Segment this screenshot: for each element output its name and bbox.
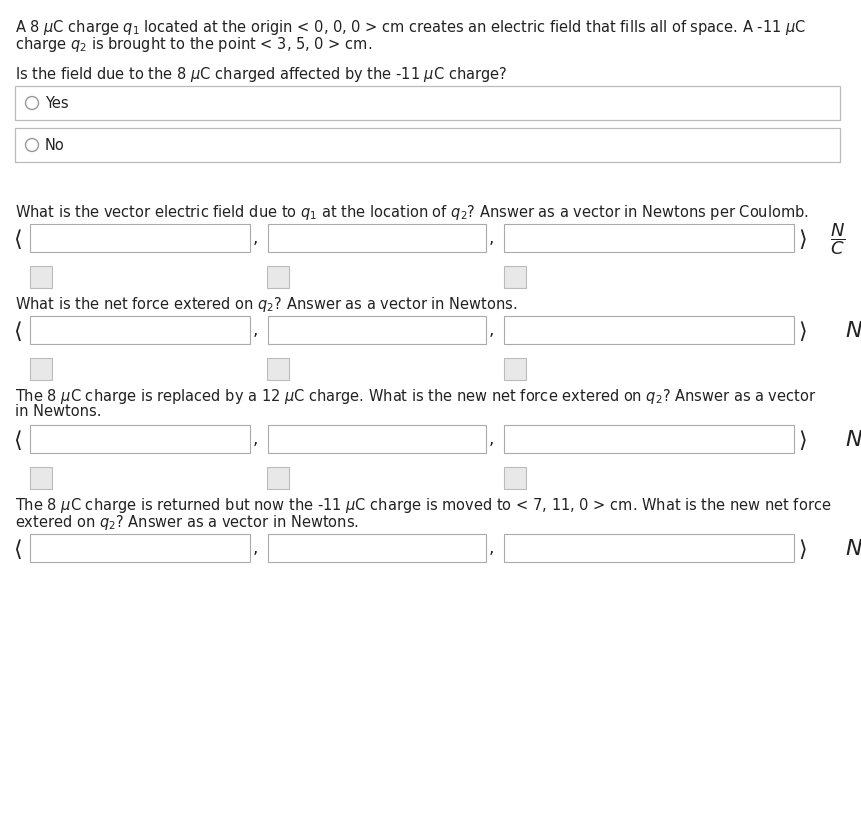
FancyBboxPatch shape	[504, 534, 793, 562]
FancyBboxPatch shape	[267, 359, 288, 380]
Text: $\rangle$: $\rangle$	[797, 537, 806, 561]
Text: ,: ,	[253, 538, 258, 557]
FancyBboxPatch shape	[30, 317, 250, 345]
FancyBboxPatch shape	[30, 534, 250, 562]
Text: $\langle$: $\langle$	[13, 428, 22, 452]
Text: $\dfrac{N}{C}$: $\dfrac{N}{C}$	[829, 221, 845, 256]
FancyBboxPatch shape	[504, 317, 793, 345]
Text: $N$: $N$	[844, 538, 861, 558]
Text: in Newtons.: in Newtons.	[15, 404, 102, 418]
FancyBboxPatch shape	[15, 87, 839, 121]
Text: No: No	[45, 138, 65, 153]
Text: $\rangle$: $\rangle$	[797, 318, 806, 342]
Text: What is the net force extered on $q_2$? Answer as a vector in Newtons.: What is the net force extered on $q_2$? …	[15, 294, 517, 313]
FancyBboxPatch shape	[268, 425, 486, 453]
FancyBboxPatch shape	[504, 467, 525, 490]
FancyBboxPatch shape	[15, 129, 839, 163]
Text: $\langle$: $\langle$	[13, 537, 22, 561]
Text: $N$: $N$	[844, 321, 861, 341]
Text: $\rangle$: $\rangle$	[797, 227, 806, 251]
Text: ,: ,	[253, 429, 258, 447]
Text: What is the vector electric field due to $q_1$ at the location of $q_2$? Answer : What is the vector electric field due to…	[15, 203, 808, 222]
Text: Yes: Yes	[45, 97, 69, 112]
Text: ,: ,	[488, 321, 494, 338]
FancyBboxPatch shape	[30, 467, 52, 490]
Text: Is the field due to the 8 $\mu$C charged affected by the -11 $\mu$C charge?: Is the field due to the 8 $\mu$C charged…	[15, 65, 507, 84]
FancyBboxPatch shape	[30, 225, 250, 253]
Text: A 8 $\mu$C charge $q_1$ located at the origin < 0, 0, 0 > cm creates an electric: A 8 $\mu$C charge $q_1$ located at the o…	[15, 18, 805, 37]
Text: extered on $q_2$? Answer as a vector in Newtons.: extered on $q_2$? Answer as a vector in …	[15, 513, 358, 532]
FancyBboxPatch shape	[504, 225, 793, 253]
Text: ,: ,	[488, 229, 494, 246]
FancyBboxPatch shape	[30, 425, 250, 453]
Text: charge $q_2$ is brought to the point < 3, 5, 0 > cm.: charge $q_2$ is brought to the point < 3…	[15, 35, 372, 54]
FancyBboxPatch shape	[504, 425, 793, 453]
Text: The 8 $\mu$C charge is replaced by a 12 $\mu$C charge. What is the new net force: The 8 $\mu$C charge is replaced by a 12 …	[15, 386, 815, 405]
Text: $\rangle$: $\rangle$	[797, 428, 806, 452]
FancyBboxPatch shape	[504, 266, 525, 289]
FancyBboxPatch shape	[268, 225, 486, 253]
Text: ,: ,	[253, 321, 258, 338]
FancyBboxPatch shape	[30, 266, 52, 289]
FancyBboxPatch shape	[30, 359, 52, 380]
FancyBboxPatch shape	[267, 266, 288, 289]
Text: $\langle$: $\langle$	[13, 318, 22, 342]
Text: $N$: $N$	[844, 429, 861, 449]
Circle shape	[26, 98, 39, 110]
FancyBboxPatch shape	[268, 534, 486, 562]
FancyBboxPatch shape	[504, 359, 525, 380]
Text: ,: ,	[488, 538, 494, 557]
Text: The 8 $\mu$C charge is returned but now the -11 $\mu$C charge is moved to < 7, 1: The 8 $\mu$C charge is returned but now …	[15, 495, 830, 514]
FancyBboxPatch shape	[267, 467, 288, 490]
Circle shape	[26, 139, 39, 152]
Text: ,: ,	[488, 429, 494, 447]
Text: $\langle$: $\langle$	[13, 227, 22, 251]
Text: ,: ,	[253, 229, 258, 246]
FancyBboxPatch shape	[268, 317, 486, 345]
